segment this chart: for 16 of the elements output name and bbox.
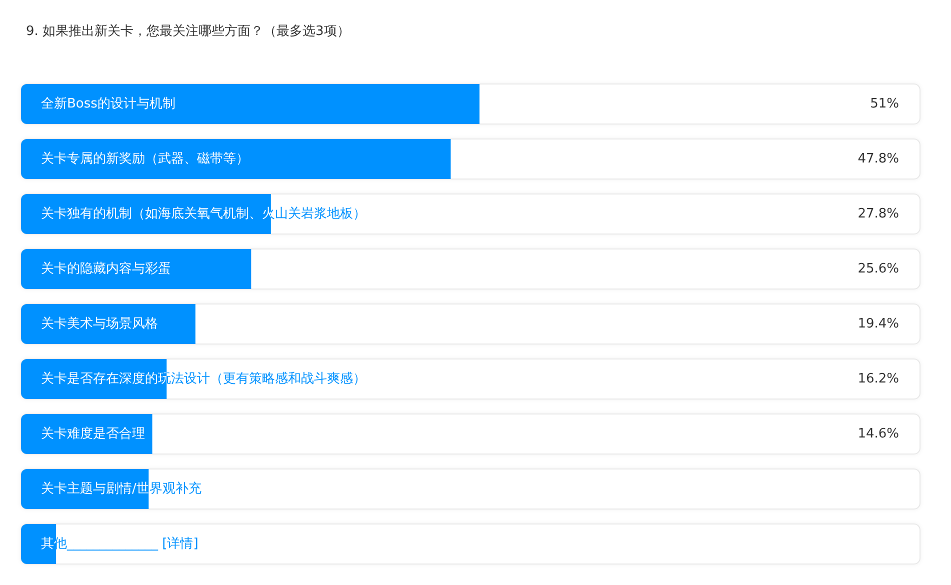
data-label: 51% xyxy=(870,96,899,112)
y-tick-label: 关卡美术与场景风格 xyxy=(41,316,158,332)
data-label: 14.6% xyxy=(858,426,899,442)
y-tick-label: 关卡专属的新奖励（武器、磁带等） xyxy=(41,152,249,166)
y-tick-label: 关卡的隐藏内容与彩蛋 xyxy=(41,260,171,276)
y-tick-label: 全新Boss的设计与机制 xyxy=(41,96,176,112)
data-label: 47.8% xyxy=(858,152,899,166)
data-label: 16.2% xyxy=(858,372,899,386)
bar xyxy=(21,249,252,289)
y-tick-label: 关卡难度是否合理 xyxy=(41,426,145,442)
bar xyxy=(21,304,196,344)
data-label: 25.6% xyxy=(858,262,899,276)
chart-title: 9. 如果推出新关卡，您最关注哪些方面？（最多选3项） xyxy=(26,23,350,39)
data-label: 19.4% xyxy=(858,316,899,332)
bar xyxy=(21,414,152,454)
data-label: 27.8% xyxy=(858,206,899,222)
